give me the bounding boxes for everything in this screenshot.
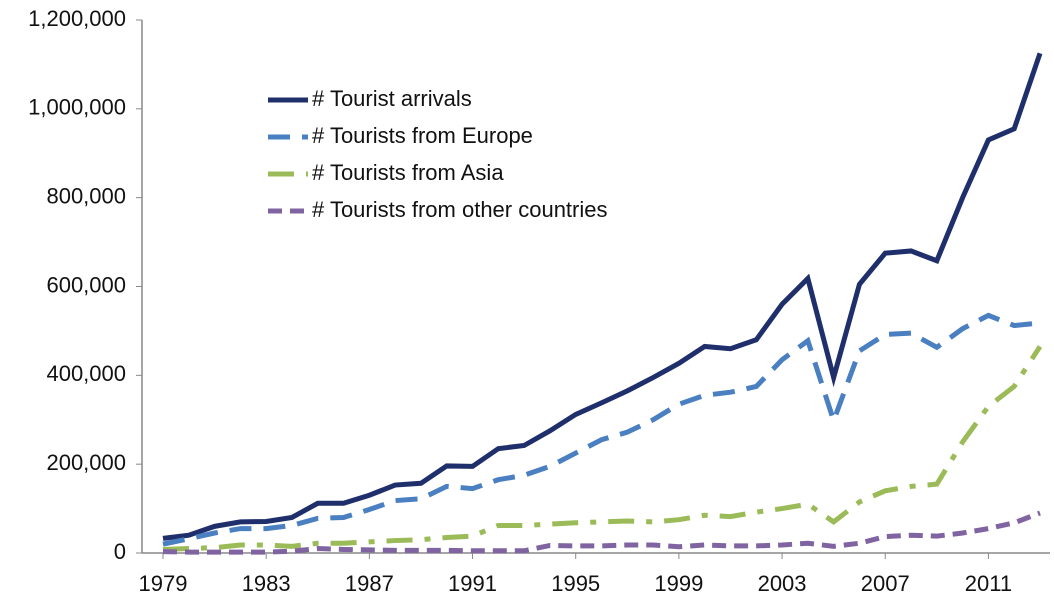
y-tick-label: 0 bbox=[114, 539, 126, 564]
series-line bbox=[162, 312, 1041, 547]
series-line bbox=[162, 510, 1041, 555]
series-line bbox=[162, 345, 1043, 552]
x-tick-label: 1991 bbox=[448, 571, 497, 596]
x-tick-label: 1979 bbox=[139, 571, 188, 596]
x-tick-label: 1999 bbox=[654, 571, 703, 596]
legend-label: # Tourists from other countries bbox=[312, 197, 608, 222]
legend-label: # Tourists from Europe bbox=[312, 123, 533, 148]
x-tick-label: 1987 bbox=[345, 571, 394, 596]
y-tick-label: 1,200,000 bbox=[28, 6, 126, 31]
x-tick-label: 1983 bbox=[242, 571, 291, 596]
legend-label: # Tourists from Asia bbox=[312, 160, 504, 185]
y-tick-label: 800,000 bbox=[46, 183, 126, 208]
x-tick-label: 1995 bbox=[551, 571, 600, 596]
y-tick-label: 400,000 bbox=[46, 361, 126, 386]
series-line bbox=[162, 52, 1043, 541]
x-tick-label: 2011 bbox=[965, 571, 1012, 596]
y-tick-label: 1,000,000 bbox=[28, 95, 126, 120]
x-tick-label: 2003 bbox=[758, 571, 807, 596]
y-tick-label: 600,000 bbox=[46, 272, 126, 297]
y-tick-label: 200,000 bbox=[46, 450, 126, 475]
legend-label: # Tourist arrivals bbox=[312, 86, 472, 111]
x-tick-label: 2007 bbox=[861, 571, 910, 596]
